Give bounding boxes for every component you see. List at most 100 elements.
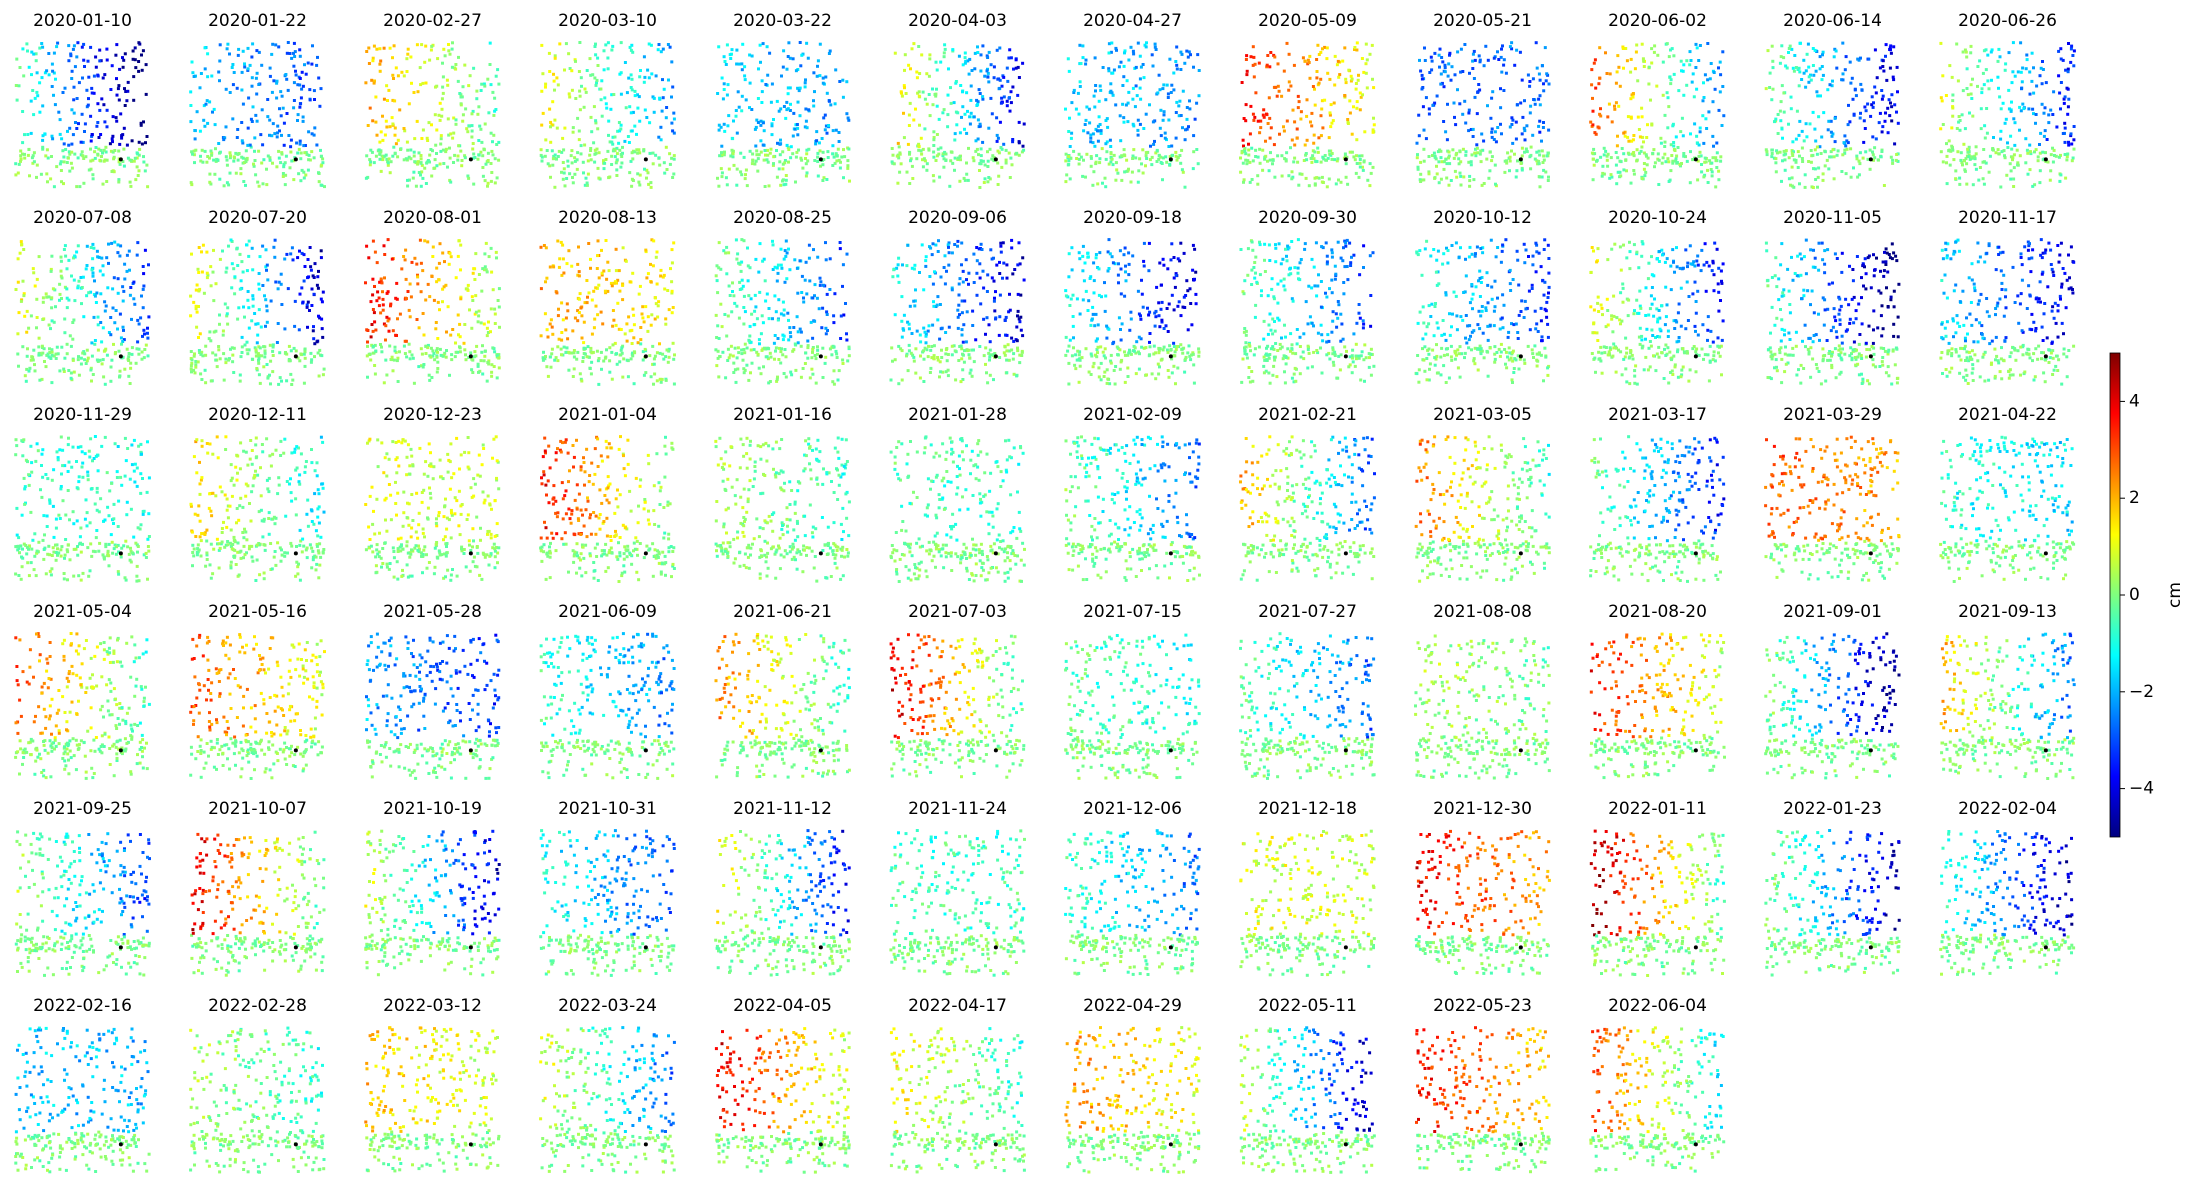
- map-pixel: [313, 134, 316, 137]
- map-pixel: [1078, 163, 1081, 166]
- map-pixel: [1480, 133, 1483, 136]
- map-pixel: [1527, 74, 1530, 77]
- map-pixel: [1530, 146, 1533, 149]
- map-pixel: [290, 57, 293, 60]
- map-pixel: [1278, 133, 1281, 136]
- map-pixel: [434, 113, 437, 116]
- map-pixel: [634, 90, 637, 93]
- map-pixel: [413, 155, 416, 158]
- map-pixel: [1002, 76, 1005, 79]
- reference-point: [1519, 157, 1523, 161]
- map-pixel: [792, 57, 795, 60]
- map-pixel: [935, 88, 938, 91]
- map-pixel: [835, 159, 838, 162]
- map-pixel: [970, 112, 973, 115]
- map-pixel: [751, 162, 754, 165]
- panel-title: 2020-04-27: [1083, 11, 1182, 31]
- map-pixel: [1257, 156, 1260, 159]
- map-pixel: [495, 75, 498, 78]
- map-pixel: [951, 48, 954, 51]
- map-pixel: [1476, 147, 1479, 150]
- map-pixel: [132, 50, 135, 53]
- map-pixel: [977, 118, 980, 121]
- map-pixel: [451, 41, 454, 44]
- map-pixel: [56, 42, 59, 45]
- map-pixel: [446, 84, 449, 87]
- map-pixel: [955, 111, 958, 114]
- map-pixel: [814, 142, 817, 145]
- map-pixel: [17, 172, 20, 175]
- map-pixel: [274, 43, 277, 46]
- map-pixel: [1416, 142, 1419, 145]
- map-pixel: [71, 167, 74, 170]
- map-pixel: [497, 159, 500, 162]
- map-pixel: [991, 154, 994, 157]
- map-pixel: [759, 124, 762, 127]
- map-pixel: [922, 165, 925, 168]
- map-pixel: [672, 112, 675, 115]
- map-pixel: [1139, 87, 1142, 90]
- map-pixel: [202, 119, 205, 122]
- reference-point: [994, 157, 998, 161]
- map-pixel: [75, 127, 78, 130]
- map-pixel: [30, 73, 33, 76]
- map-pixel: [1538, 131, 1541, 134]
- map-pixel: [1622, 132, 1625, 135]
- map-pixel: [826, 92, 829, 95]
- map-pixel: [1439, 83, 1442, 86]
- map-pixel: [1249, 105, 1252, 108]
- map-pixel: [779, 139, 782, 142]
- map-pixel: [735, 63, 738, 66]
- map-pixel: [302, 171, 305, 174]
- map-pixel: [1459, 172, 1462, 175]
- map-pixel: [1093, 106, 1096, 109]
- map-pixel: [1249, 181, 1252, 184]
- map-pixel: [471, 130, 474, 133]
- map-pixel: [1162, 83, 1165, 86]
- map-pixel: [1529, 111, 1532, 114]
- map-pixel: [831, 144, 834, 147]
- map-pixel: [300, 88, 303, 91]
- map-pixel: [846, 167, 849, 170]
- map-pixel: [789, 103, 792, 106]
- map-pixel: [642, 149, 645, 152]
- map-pixel: [417, 90, 420, 93]
- map-pixel: [213, 108, 216, 111]
- map-pixel: [838, 80, 841, 83]
- map-pixel: [1430, 56, 1433, 59]
- map-pixel: [1099, 89, 1102, 92]
- map-pixel: [493, 110, 496, 113]
- map-pixel: [436, 57, 439, 60]
- map-pixel: [225, 88, 228, 91]
- map-pixel: [975, 99, 978, 102]
- map-pixel: [219, 43, 222, 46]
- map-pixel: [613, 148, 616, 151]
- map-pixel: [479, 128, 482, 131]
- map-pixel: [823, 176, 826, 179]
- map-pixel: [226, 181, 229, 184]
- map-pixel: [1093, 95, 1096, 98]
- map-pixel: [240, 121, 243, 124]
- map-pixel: [1677, 89, 1680, 92]
- map-pixel: [1287, 174, 1290, 177]
- map-pixel: [76, 97, 79, 100]
- map-pixel: [1162, 156, 1165, 159]
- map-pixel: [1120, 154, 1123, 157]
- map-pixel: [1444, 70, 1447, 73]
- map-pixel: [582, 171, 585, 174]
- map-pixel: [783, 183, 786, 186]
- map-pixel: [1246, 159, 1249, 162]
- map-pixel: [1314, 182, 1317, 185]
- map-pixel: [1548, 83, 1551, 86]
- map-pixel: [1714, 185, 1717, 188]
- map-pixel: [321, 161, 324, 164]
- map-pixel: [644, 109, 647, 112]
- map-pixel: [757, 97, 760, 100]
- map-pixel: [1473, 50, 1476, 53]
- map-pixel: [725, 63, 728, 66]
- map-pixel: [1706, 78, 1709, 81]
- map-pixel: [1547, 129, 1550, 132]
- map-pixel: [262, 158, 265, 161]
- map-pixel: [1321, 176, 1324, 179]
- map-pixel: [27, 148, 30, 151]
